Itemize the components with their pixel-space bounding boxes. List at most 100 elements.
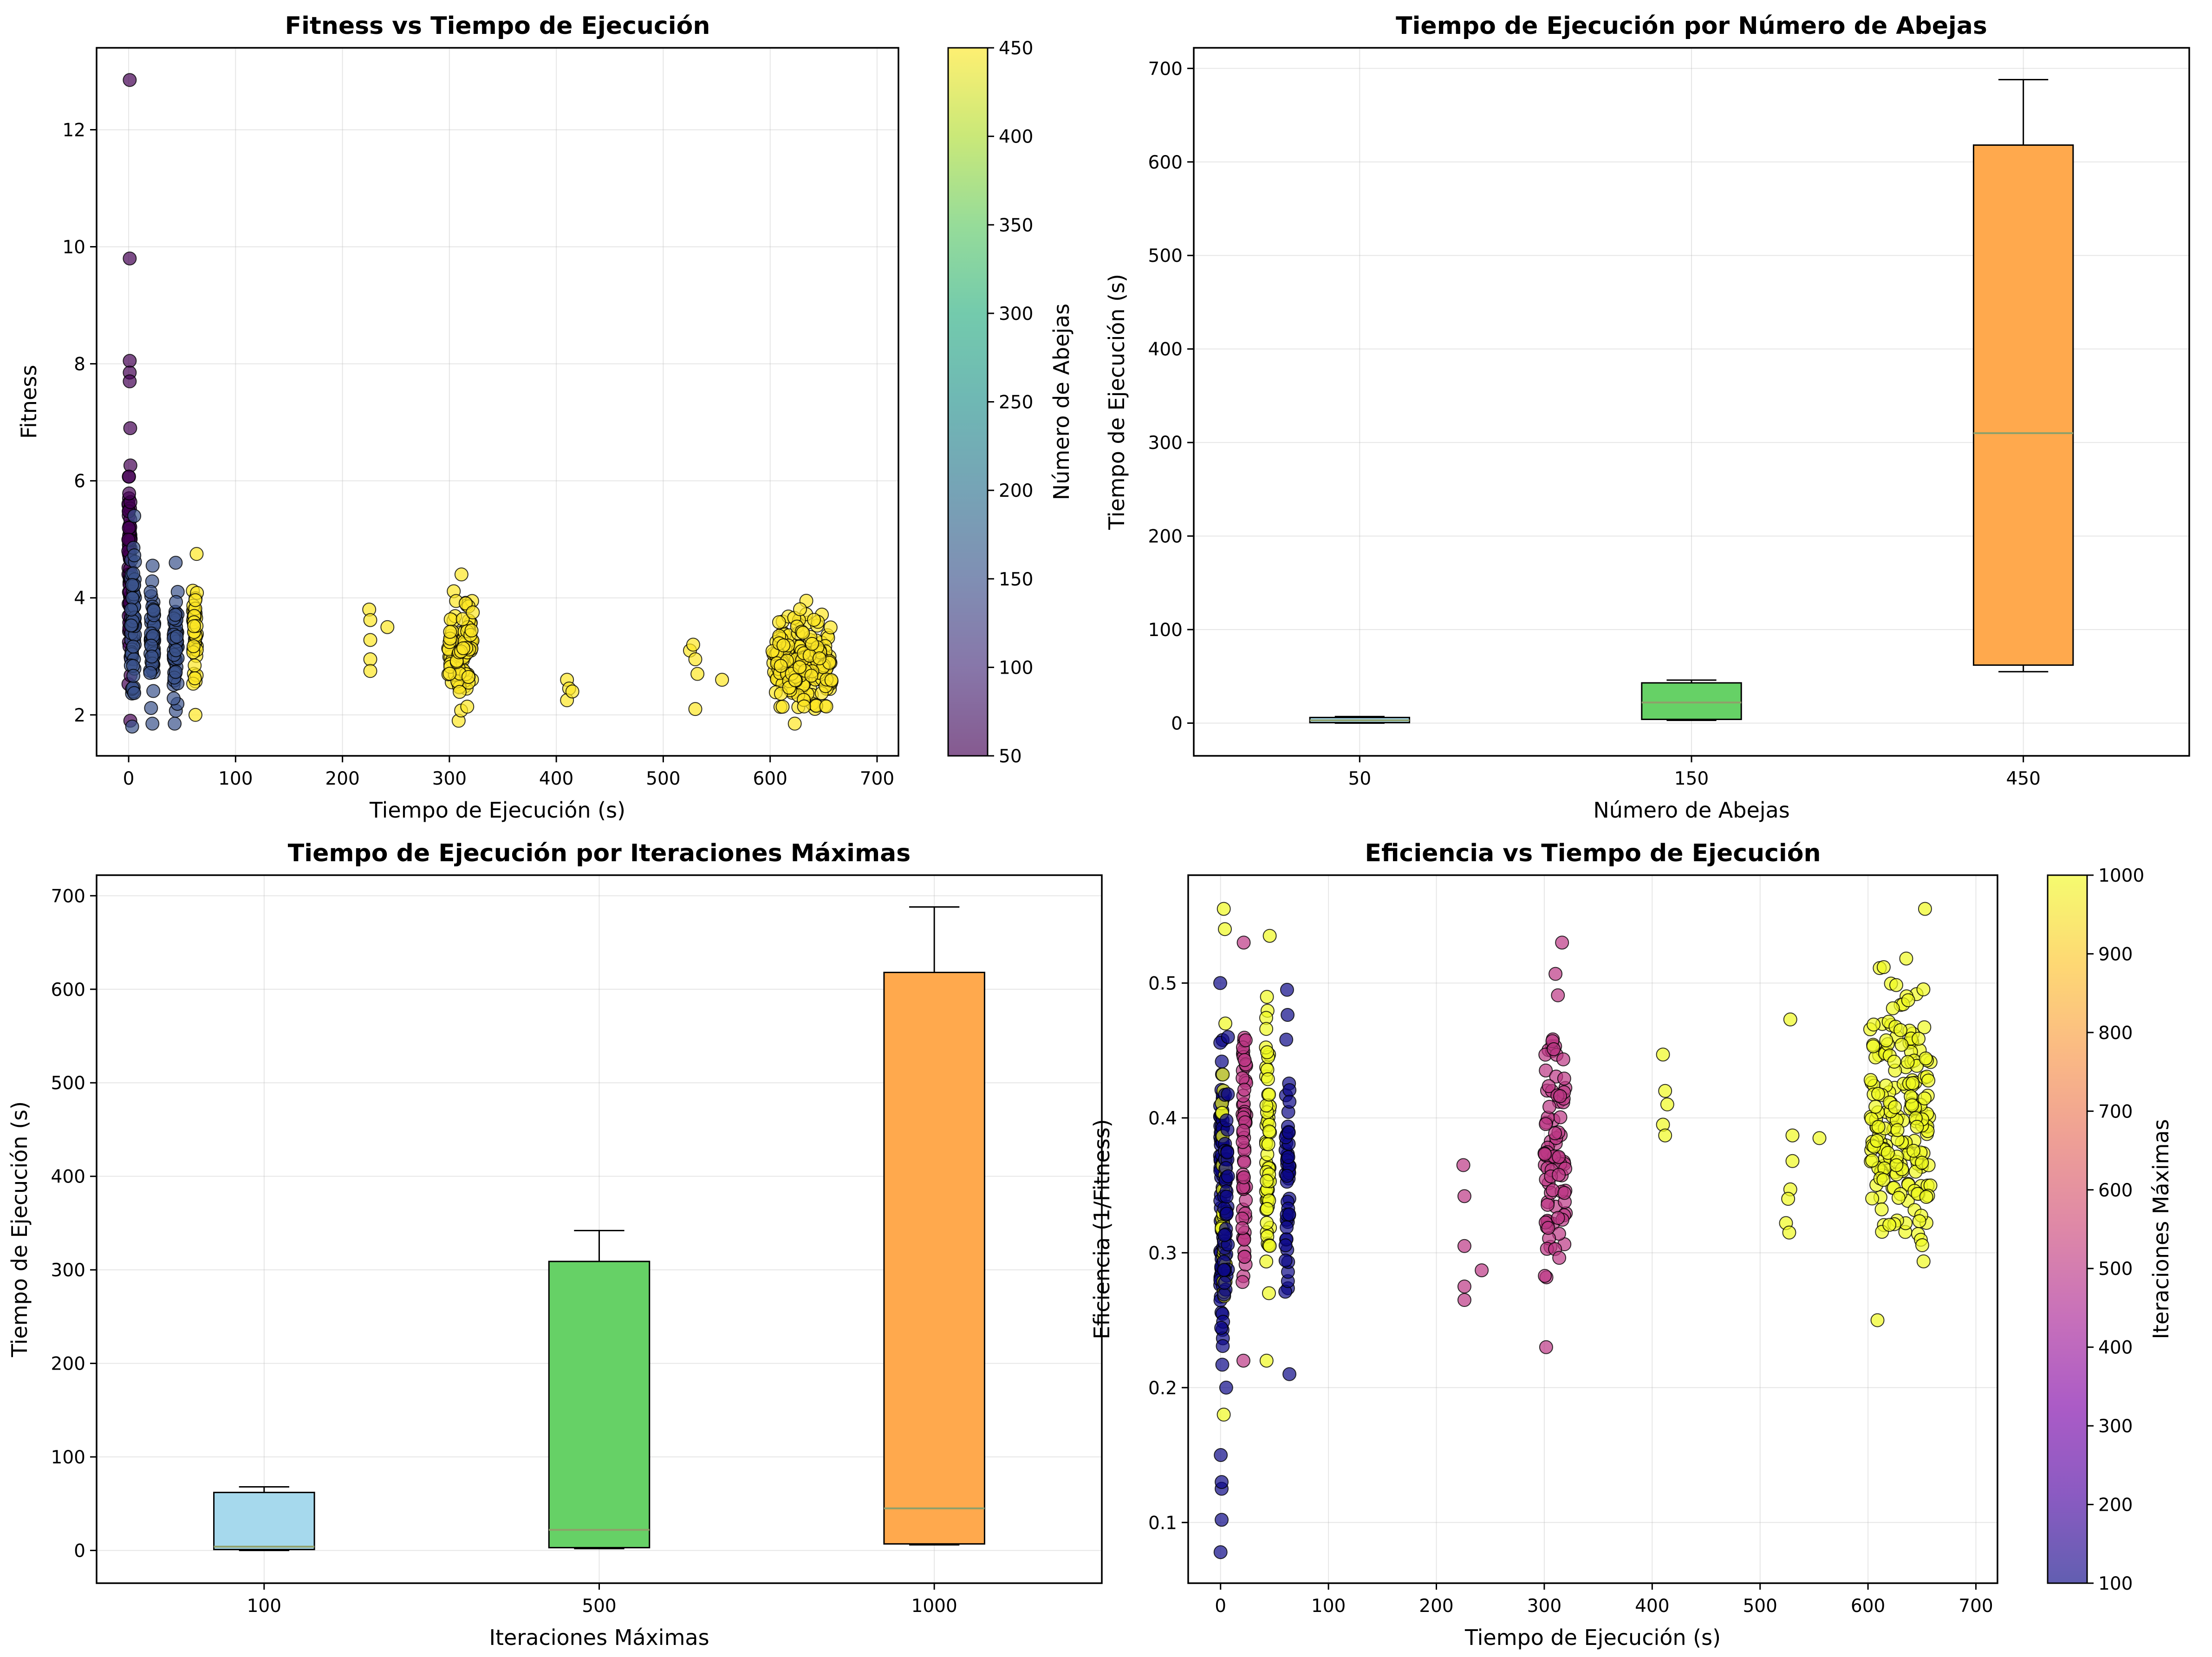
x-tick-label: 50 bbox=[1348, 768, 1372, 789]
scatter-point bbox=[1912, 1214, 1926, 1228]
scatter-point bbox=[1213, 1545, 1228, 1560]
scatter-point bbox=[1278, 1253, 1293, 1267]
chart-title: Fitness vs Tiempo de Ejecución bbox=[285, 12, 710, 40]
x-tick-label: 300 bbox=[432, 768, 467, 789]
colorbar-tick-label: 800 bbox=[2098, 1023, 2133, 1044]
scatter-point bbox=[1216, 1067, 1230, 1082]
scatter-point bbox=[796, 625, 810, 640]
x-tick-label: 500 bbox=[646, 768, 680, 789]
x-axis-label: Tiempo de Ejecución (s) bbox=[1464, 1625, 1721, 1650]
box-500 bbox=[548, 1261, 651, 1548]
scatter-point bbox=[1215, 1513, 1229, 1527]
scatter-point bbox=[1237, 1053, 1252, 1067]
scatter-point bbox=[126, 639, 141, 654]
scatter-point bbox=[1891, 1190, 1906, 1205]
scatter-point bbox=[169, 556, 183, 570]
scatter-point bbox=[168, 608, 182, 622]
chart-title: Tiempo de Ejecución por Número de Abejas bbox=[1396, 12, 1987, 40]
scatter-point bbox=[125, 578, 139, 592]
scatter-point bbox=[1538, 1269, 1552, 1283]
scatter-point bbox=[1542, 1099, 1556, 1114]
y-tick-label: 12 bbox=[62, 120, 85, 141]
scatter-point bbox=[1917, 1020, 1932, 1034]
scatter-point bbox=[123, 374, 137, 389]
scatter-point bbox=[1548, 1126, 1562, 1141]
scatter-point bbox=[688, 702, 703, 716]
colorbar-tick-label: 300 bbox=[2098, 1416, 2133, 1437]
x-tick-label: 0 bbox=[123, 768, 135, 789]
scatter-point bbox=[1785, 1128, 1800, 1143]
scatter-point bbox=[1915, 1238, 1929, 1253]
iteraciones-boxplot-panel: 100 500 1000 0 100 200 300 400 500 600 700 Tiempo d… bbox=[7, 839, 1103, 1650]
scatter-point bbox=[1282, 1083, 1297, 1098]
scatter-point bbox=[125, 591, 140, 605]
x-tick-label: 500 bbox=[1743, 1596, 1777, 1617]
scatter-point bbox=[363, 633, 377, 647]
y-tick-label: 0 bbox=[74, 1540, 85, 1561]
scatter-point bbox=[1260, 1202, 1274, 1216]
scatter-point bbox=[146, 684, 161, 698]
scatter-point bbox=[1236, 1170, 1251, 1184]
scatter-point bbox=[455, 612, 470, 626]
scatter-point bbox=[145, 716, 160, 731]
scatter-point bbox=[461, 670, 475, 684]
scatter-point bbox=[1889, 1158, 1904, 1172]
scatter-point bbox=[1541, 1198, 1555, 1212]
scatter-point bbox=[1782, 1225, 1796, 1240]
colorbar-tick-label: 350 bbox=[999, 215, 1033, 236]
colorbar-tick-label: 450 bbox=[999, 38, 1033, 59]
y-tick-label: 200 bbox=[1148, 526, 1183, 547]
x-tick-label: 150 bbox=[1674, 768, 1709, 789]
scatter-point bbox=[1556, 1052, 1570, 1066]
x-tick-label: 450 bbox=[2006, 768, 2040, 789]
scatter-point bbox=[1235, 1221, 1249, 1235]
scatter-point bbox=[1214, 1320, 1229, 1335]
colorbar-tick-label: 300 bbox=[999, 304, 1033, 325]
scatter-point bbox=[144, 701, 158, 715]
scatter-point bbox=[1280, 982, 1294, 997]
scatter-point bbox=[1547, 1042, 1561, 1056]
scatter-point bbox=[804, 669, 819, 683]
y-tick-label: 0 bbox=[1171, 713, 1183, 734]
colorbar-tick-label: 700 bbox=[2098, 1101, 2133, 1122]
scatter-point bbox=[1880, 1146, 1895, 1160]
scatter-point bbox=[1260, 990, 1274, 1004]
x-axis-label: Número de Abejas bbox=[1593, 798, 1789, 823]
y-tick-label: 0.2 bbox=[1148, 1378, 1177, 1399]
y-tick-label: 100 bbox=[51, 1447, 85, 1468]
scatter-point bbox=[823, 620, 838, 635]
scatter-point bbox=[1282, 1367, 1297, 1381]
scatter-point bbox=[1262, 1124, 1276, 1138]
scatter-point bbox=[442, 667, 457, 681]
y-tick-label: 0.3 bbox=[1148, 1243, 1177, 1264]
scatter-point bbox=[1658, 1084, 1672, 1098]
colorbar-tick-label: 500 bbox=[2098, 1259, 2133, 1280]
colorbar-tick-label: 1000 bbox=[2098, 865, 2144, 886]
scatter-point bbox=[452, 685, 467, 699]
scatter-point bbox=[126, 669, 141, 683]
scatter-point bbox=[1870, 1313, 1885, 1327]
colorbar-label: Iteraciones Máximas bbox=[2148, 1119, 2173, 1339]
scatter-point bbox=[123, 421, 137, 435]
scatter-point bbox=[772, 615, 786, 630]
scatter-point bbox=[1905, 1098, 1919, 1112]
colorbar-tick-label: 150 bbox=[999, 569, 1033, 590]
y-tick-label: 300 bbox=[1148, 433, 1183, 454]
colorbar-tick-label: 900 bbox=[2098, 944, 2133, 965]
scatter-point bbox=[145, 559, 160, 573]
scatter-point bbox=[1217, 1287, 1231, 1302]
scatter-point bbox=[1218, 1016, 1233, 1031]
scatter-point bbox=[122, 469, 136, 484]
colorbar-tick-label: 50 bbox=[999, 746, 1022, 767]
scatter-point bbox=[1282, 1094, 1297, 1109]
scatter-point bbox=[807, 613, 821, 627]
scatter-point bbox=[1237, 1250, 1252, 1264]
x-tick-label: 500 bbox=[582, 1596, 616, 1617]
box-1000 bbox=[883, 972, 985, 1545]
scatter-point bbox=[787, 716, 802, 731]
x-tick-label: 200 bbox=[1419, 1596, 1453, 1617]
x-tick-label: 600 bbox=[753, 768, 787, 789]
scatter-point bbox=[1261, 1072, 1275, 1086]
scatter-point bbox=[144, 650, 159, 664]
